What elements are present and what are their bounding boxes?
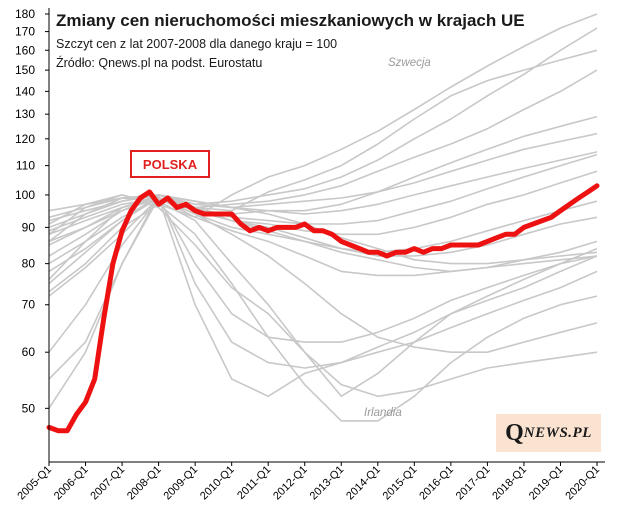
y-tick-label-140: 140: [15, 84, 35, 98]
series-line-18: [48, 197, 598, 398]
y-tick-label-180: 180: [15, 7, 35, 21]
series-line-21: [48, 197, 598, 353]
y-tick-label-170: 170: [15, 25, 35, 39]
annotation-irlandia: Irlandia: [364, 407, 402, 419]
x-tick-label-2018-Q1: 2018-Q1: [490, 464, 529, 503]
chart-subtitle: Szczyt cen z lat 2007-2008 dla danego kr…: [56, 37, 338, 51]
x-tick-label-2006-Q1: 2006-Q1: [52, 464, 91, 503]
y-tick-label-100: 100: [15, 188, 35, 202]
polska-label-box: POLSKA: [130, 150, 210, 178]
series-line-15: [48, 197, 598, 353]
logo-q: Q: [505, 419, 524, 446]
polska-label: POLSKA: [142, 156, 198, 172]
series-line-11: [48, 194, 598, 285]
series-line-polska: [46, 183, 600, 434]
y-tick-label-130: 130: [15, 107, 35, 121]
x-tick-label-2010-Q1: 2010-Q1: [198, 464, 237, 503]
x-tick-label-2011-Q1: 2011-Q1: [235, 464, 273, 502]
qnews-logo: Q NEWS.PL: [496, 414, 601, 452]
x-tick-label-2007-Q1: 2007-Q1: [88, 464, 127, 503]
y-tick-label-150: 150: [15, 63, 35, 77]
y-tick-label-120: 120: [15, 132, 35, 146]
x-tick-label-2013-Q1: 2013-Q1: [308, 464, 347, 503]
x-tick-label-2016-Q1: 2016-Q1: [417, 464, 456, 503]
series-line-4: [48, 69, 598, 243]
y-tick-label-60: 60: [22, 345, 36, 359]
chart-title: Zmiany cen nieruchomości mieszkaniowych …: [56, 11, 525, 30]
y-tick-label-50: 50: [22, 401, 36, 415]
y-tick-label-110: 110: [16, 159, 35, 173]
y-tick-label-80: 80: [22, 257, 36, 271]
x-tick-label-2014-Q1: 2014-Q1: [344, 464, 383, 503]
x-tick-label-2012-Q1: 2012-Q1: [271, 464, 310, 503]
chart-source: Źródło: Qnews.pl na podst. Eurostatu: [56, 56, 263, 70]
y-tick-label-90: 90: [22, 220, 36, 234]
x-tick-label-2019-Q1: 2019-Q1: [527, 464, 566, 503]
x-tick-label-2009-Q1: 2009-Q1: [161, 464, 200, 503]
logo-rest: NEWS.PL: [523, 424, 592, 441]
x-tick-label-2017-Q1: 2017-Q1: [454, 464, 493, 503]
x-tick-label-2008-Q1: 2008-Q1: [125, 464, 164, 503]
x-tick-label-2005-Q1: 2005-Q1: [15, 464, 54, 503]
annotation-szwecja: Szwecja: [388, 57, 431, 69]
series-line-1: [48, 49, 598, 273]
y-tick-label-70: 70: [22, 298, 36, 312]
y-tick-label-160: 160: [15, 43, 35, 57]
series-line-12: [48, 197, 598, 297]
x-tick-label-2020-Q1: 2020-Q1: [563, 464, 602, 503]
x-tick-label-2015-Q1: 2015-Q1: [381, 464, 420, 503]
